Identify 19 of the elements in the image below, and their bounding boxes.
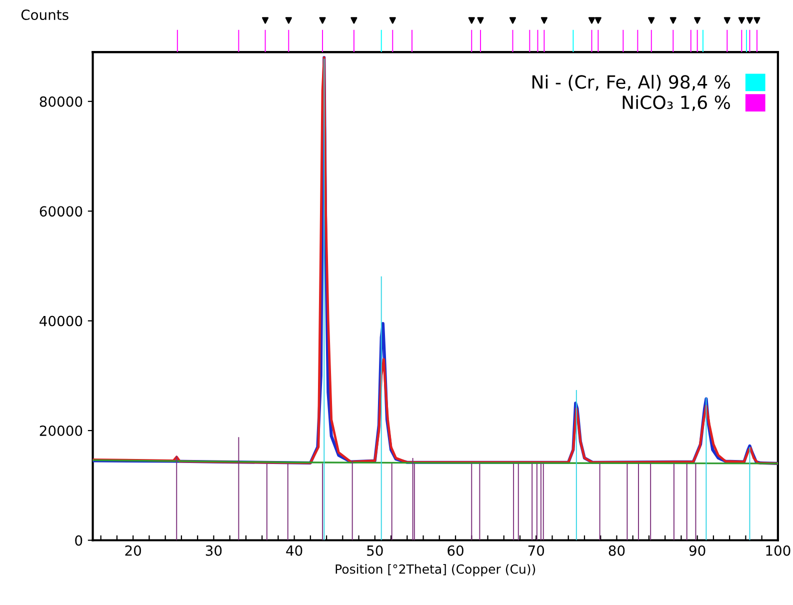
x-tick-label: 70	[528, 545, 544, 556]
x-tick-label: 20	[125, 545, 141, 556]
y-tick-label: 60000	[40, 206, 82, 217]
x-tick-label: 90	[689, 545, 706, 556]
x-tick-label: 30	[206, 545, 222, 556]
y-axis-title: Counts	[21, 10, 68, 20]
x-tick-label: 60	[448, 545, 464, 556]
y-tick-label: 40000	[40, 316, 82, 326]
x-tick-label: 40	[286, 545, 302, 556]
x-tick-label: 80	[608, 545, 625, 556]
line-series	[92, 56, 778, 465]
y-tick-label: 0	[75, 535, 82, 546]
legend-label: NiCO₃ 1,6 %	[622, 95, 730, 112]
y-tick-label: 20000	[40, 426, 82, 436]
x-tick-label: 50	[367, 545, 383, 556]
legend-label: Ni - (Cr, Fe, Al) 98,4 %	[532, 74, 730, 91]
x-tick-label: 100	[766, 545, 790, 556]
y-tick-label: 80000	[40, 96, 82, 107]
x-axis-title: Position [°2Theta] (Copper (Cu))	[336, 564, 536, 576]
